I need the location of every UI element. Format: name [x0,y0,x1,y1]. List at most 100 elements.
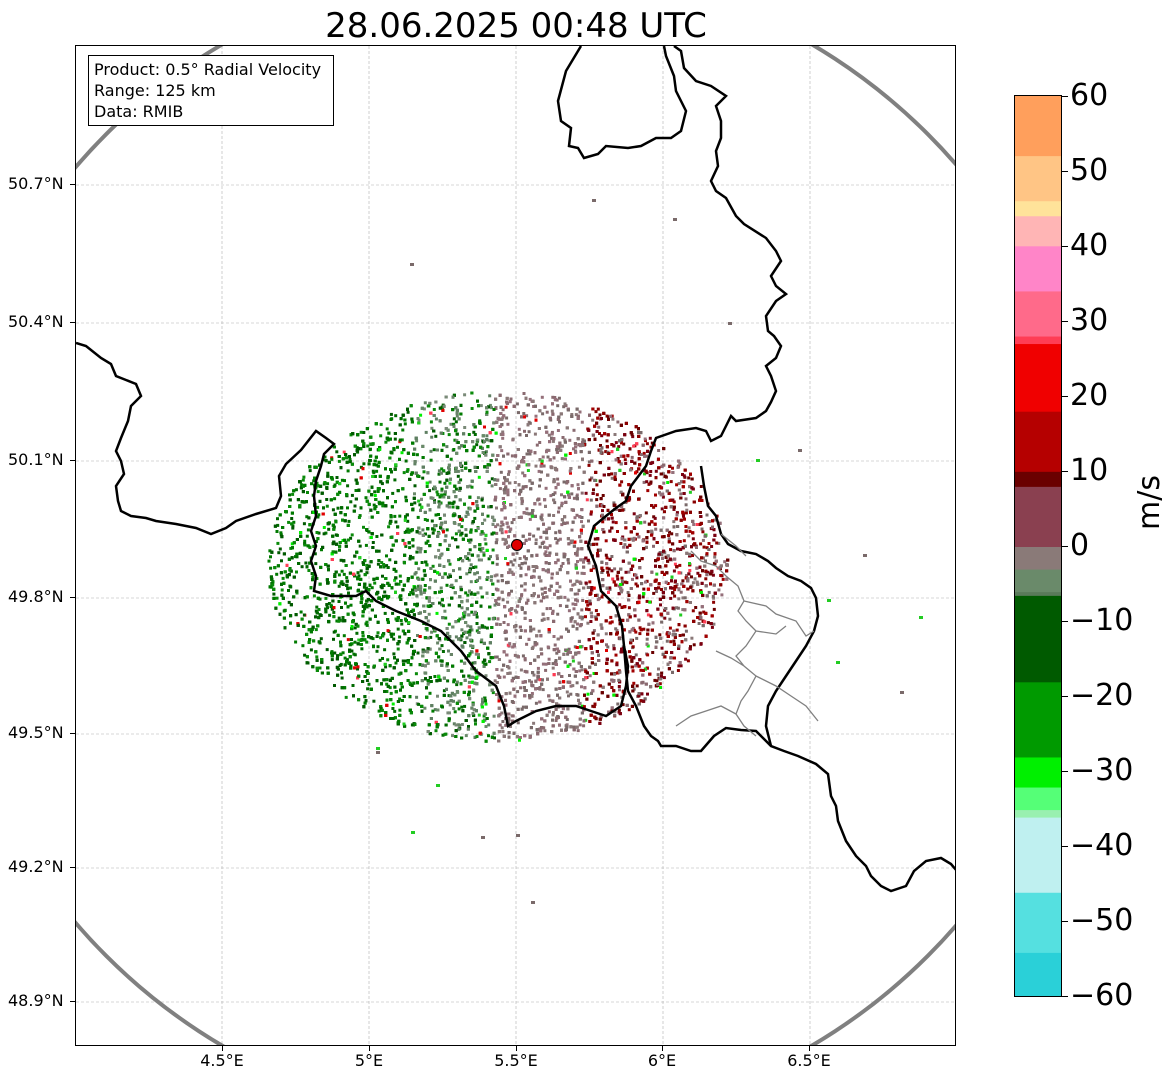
echo-pixel [678,634,682,637]
echo-pixel [710,545,714,548]
echo-pixel [291,526,295,530]
echo-pixel [589,543,593,547]
echo-pixel [341,651,345,655]
echo-pixel [524,573,528,577]
echo-pixel [379,636,383,640]
echo-pixel [717,588,721,592]
echo-pixel [464,528,468,532]
echo-pixel [564,404,568,408]
echo-pixel [495,562,499,566]
echo-pixel [613,713,617,717]
echo-pixel [584,718,588,722]
echo-pixel [566,598,570,602]
echo-pixel [667,537,671,541]
echo-pixel [267,559,271,563]
echo-pixel [518,597,522,601]
echo-pixel [536,666,540,670]
echo-pixel [551,662,555,666]
echo-pixel [537,469,541,473]
echo-pixel [690,636,694,640]
echo-pixel [430,435,434,439]
echo-pixel [513,558,517,562]
echo-pixel [417,418,421,422]
echo-pixel [383,590,387,594]
echo-pixel [356,571,360,575]
echo-pixel [655,572,659,576]
echo-pixel [585,498,589,502]
echo-pixel [312,479,316,483]
echo-pixel [704,577,708,581]
echo-pixel [692,523,696,526]
echo-pixel [391,611,395,615]
echo-pixel [595,498,599,502]
echo-pixel [543,586,547,590]
echo-pixel [382,563,386,566]
echo-pixel [696,571,700,575]
echo-pixel [611,577,615,581]
echo-pixel [539,535,543,539]
radar-map[interactable] [75,45,956,1046]
echo-pixel [377,709,381,713]
echo-pixel [669,548,673,552]
echo-pixel [587,460,591,464]
echo-pixel [528,537,531,541]
echo-pixel [413,484,417,488]
echo-pixel [688,529,692,533]
echo-pixel [382,565,386,569]
echo-pixel [373,494,377,497]
echo-pixel [276,523,280,527]
echo-pixel [470,667,474,671]
echo-pixel [514,609,517,613]
echo-pixel [567,561,571,565]
echo-pixel [625,581,629,585]
echo-pixel [425,596,429,600]
echo-pixel [529,662,532,665]
echo-pixel [422,407,426,411]
echo-pixel [301,644,305,648]
echo-pixel [445,445,449,449]
echo-pixel [652,544,655,548]
echo-pixel [660,646,664,650]
echo-pixel [638,632,642,636]
echo-pixel [587,463,591,467]
echo-pixel [635,576,639,580]
echo-pixel [425,485,429,488]
echo-pixel [475,615,479,619]
echo-pixel [426,539,430,543]
echo-pixel [554,719,558,722]
echo-pixel [549,494,553,498]
echo-pixel [598,413,602,417]
echo-pixel [393,437,397,441]
echo-pixel [625,545,629,549]
echo-pixel [679,492,683,496]
echo-pixel [423,550,427,554]
radar-map-canvas [76,46,955,1045]
echo-pixel [551,713,555,717]
echo-pixel [607,573,610,577]
echo-pixel [660,553,664,557]
echo-pixel [495,554,499,558]
echo-pixel [460,705,464,709]
echo-pixel [479,532,483,536]
echo-pixel [645,637,649,641]
echo-pixel [537,629,541,633]
echo-pixel [413,602,417,606]
echo-pixel [547,710,551,714]
echo-pixel [401,428,405,432]
echo-pixel [279,533,283,537]
echo-pixel [633,614,637,618]
echo-pixel [437,548,441,552]
echo-pixel [440,644,444,648]
echo-pixel [510,719,514,723]
echo-pixel [613,433,617,436]
echo-pixel [444,616,448,620]
echo-pixel [474,652,478,656]
echo-pixel [493,574,497,578]
echo-pixel [645,579,649,583]
echo-pixel [452,707,456,710]
echo-pixel [572,496,576,500]
echo-pixel [673,594,677,598]
echo-pixel [501,720,505,723]
echo-pixel [488,660,492,664]
echo-pixel [510,454,514,458]
